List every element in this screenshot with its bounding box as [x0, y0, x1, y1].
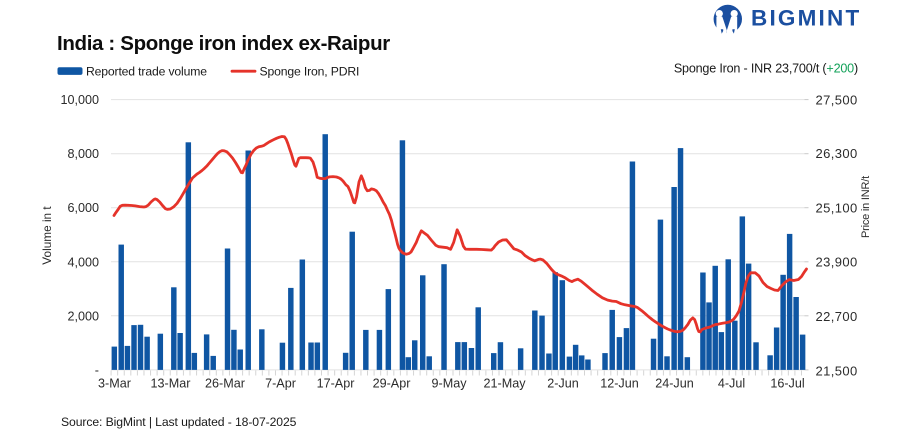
- svg-text:Source: BigMint | Last updated: Source: BigMint | Last updated - 18-07-2…: [61, 415, 297, 429]
- svg-text:Price in INR/t: Price in INR/t: [860, 176, 872, 238]
- svg-text:17-Apr: 17-Apr: [317, 377, 355, 391]
- svg-text:2-Jun: 2-Jun: [547, 377, 579, 391]
- svg-text:Sponge Iron, PDRI: Sponge Iron, PDRI: [260, 65, 360, 79]
- svg-text:Reported trade volume: Reported trade volume: [86, 65, 207, 79]
- svg-text:3-Mar: 3-Mar: [98, 377, 131, 391]
- svg-text:4-Jul: 4-Jul: [718, 377, 745, 391]
- svg-text:9-May: 9-May: [432, 377, 468, 391]
- svg-text:India : Sponge iron index ex-R: India : Sponge iron index ex-Raipur: [57, 32, 390, 55]
- svg-text:2,000: 2,000: [67, 309, 99, 323]
- svg-text:24-Jun: 24-Jun: [655, 377, 694, 391]
- svg-text:12-Jun: 12-Jun: [600, 377, 639, 391]
- svg-text:4,000: 4,000: [67, 255, 99, 269]
- svg-text:8,000: 8,000: [67, 147, 99, 161]
- svg-text:10,000: 10,000: [60, 93, 99, 107]
- svg-text:26,300: 26,300: [816, 146, 858, 161]
- svg-text:BIGMINT: BIGMINT: [751, 6, 861, 31]
- svg-text:22,700: 22,700: [816, 309, 858, 324]
- svg-text:25,100: 25,100: [816, 201, 858, 216]
- svg-text:-: -: [95, 363, 99, 377]
- svg-text:Volume in t: Volume in t: [40, 206, 54, 265]
- svg-text:Sponge Iron - INR 23,700/t (+2: Sponge Iron - INR 23,700/t (+200): [674, 62, 858, 76]
- svg-text:21,500: 21,500: [816, 363, 858, 378]
- svg-text:21-May: 21-May: [484, 377, 527, 391]
- svg-text:29-Apr: 29-Apr: [373, 377, 411, 391]
- svg-text:27,500: 27,500: [816, 92, 858, 107]
- svg-text:7-Apr: 7-Apr: [265, 377, 296, 391]
- svg-text:16-Jul: 16-Jul: [770, 377, 804, 391]
- svg-text:26-Mar: 26-Mar: [205, 377, 245, 391]
- svg-text:6,000: 6,000: [67, 201, 99, 215]
- svg-text:13-Mar: 13-Mar: [151, 377, 191, 391]
- svg-text:23,900: 23,900: [816, 254, 858, 269]
